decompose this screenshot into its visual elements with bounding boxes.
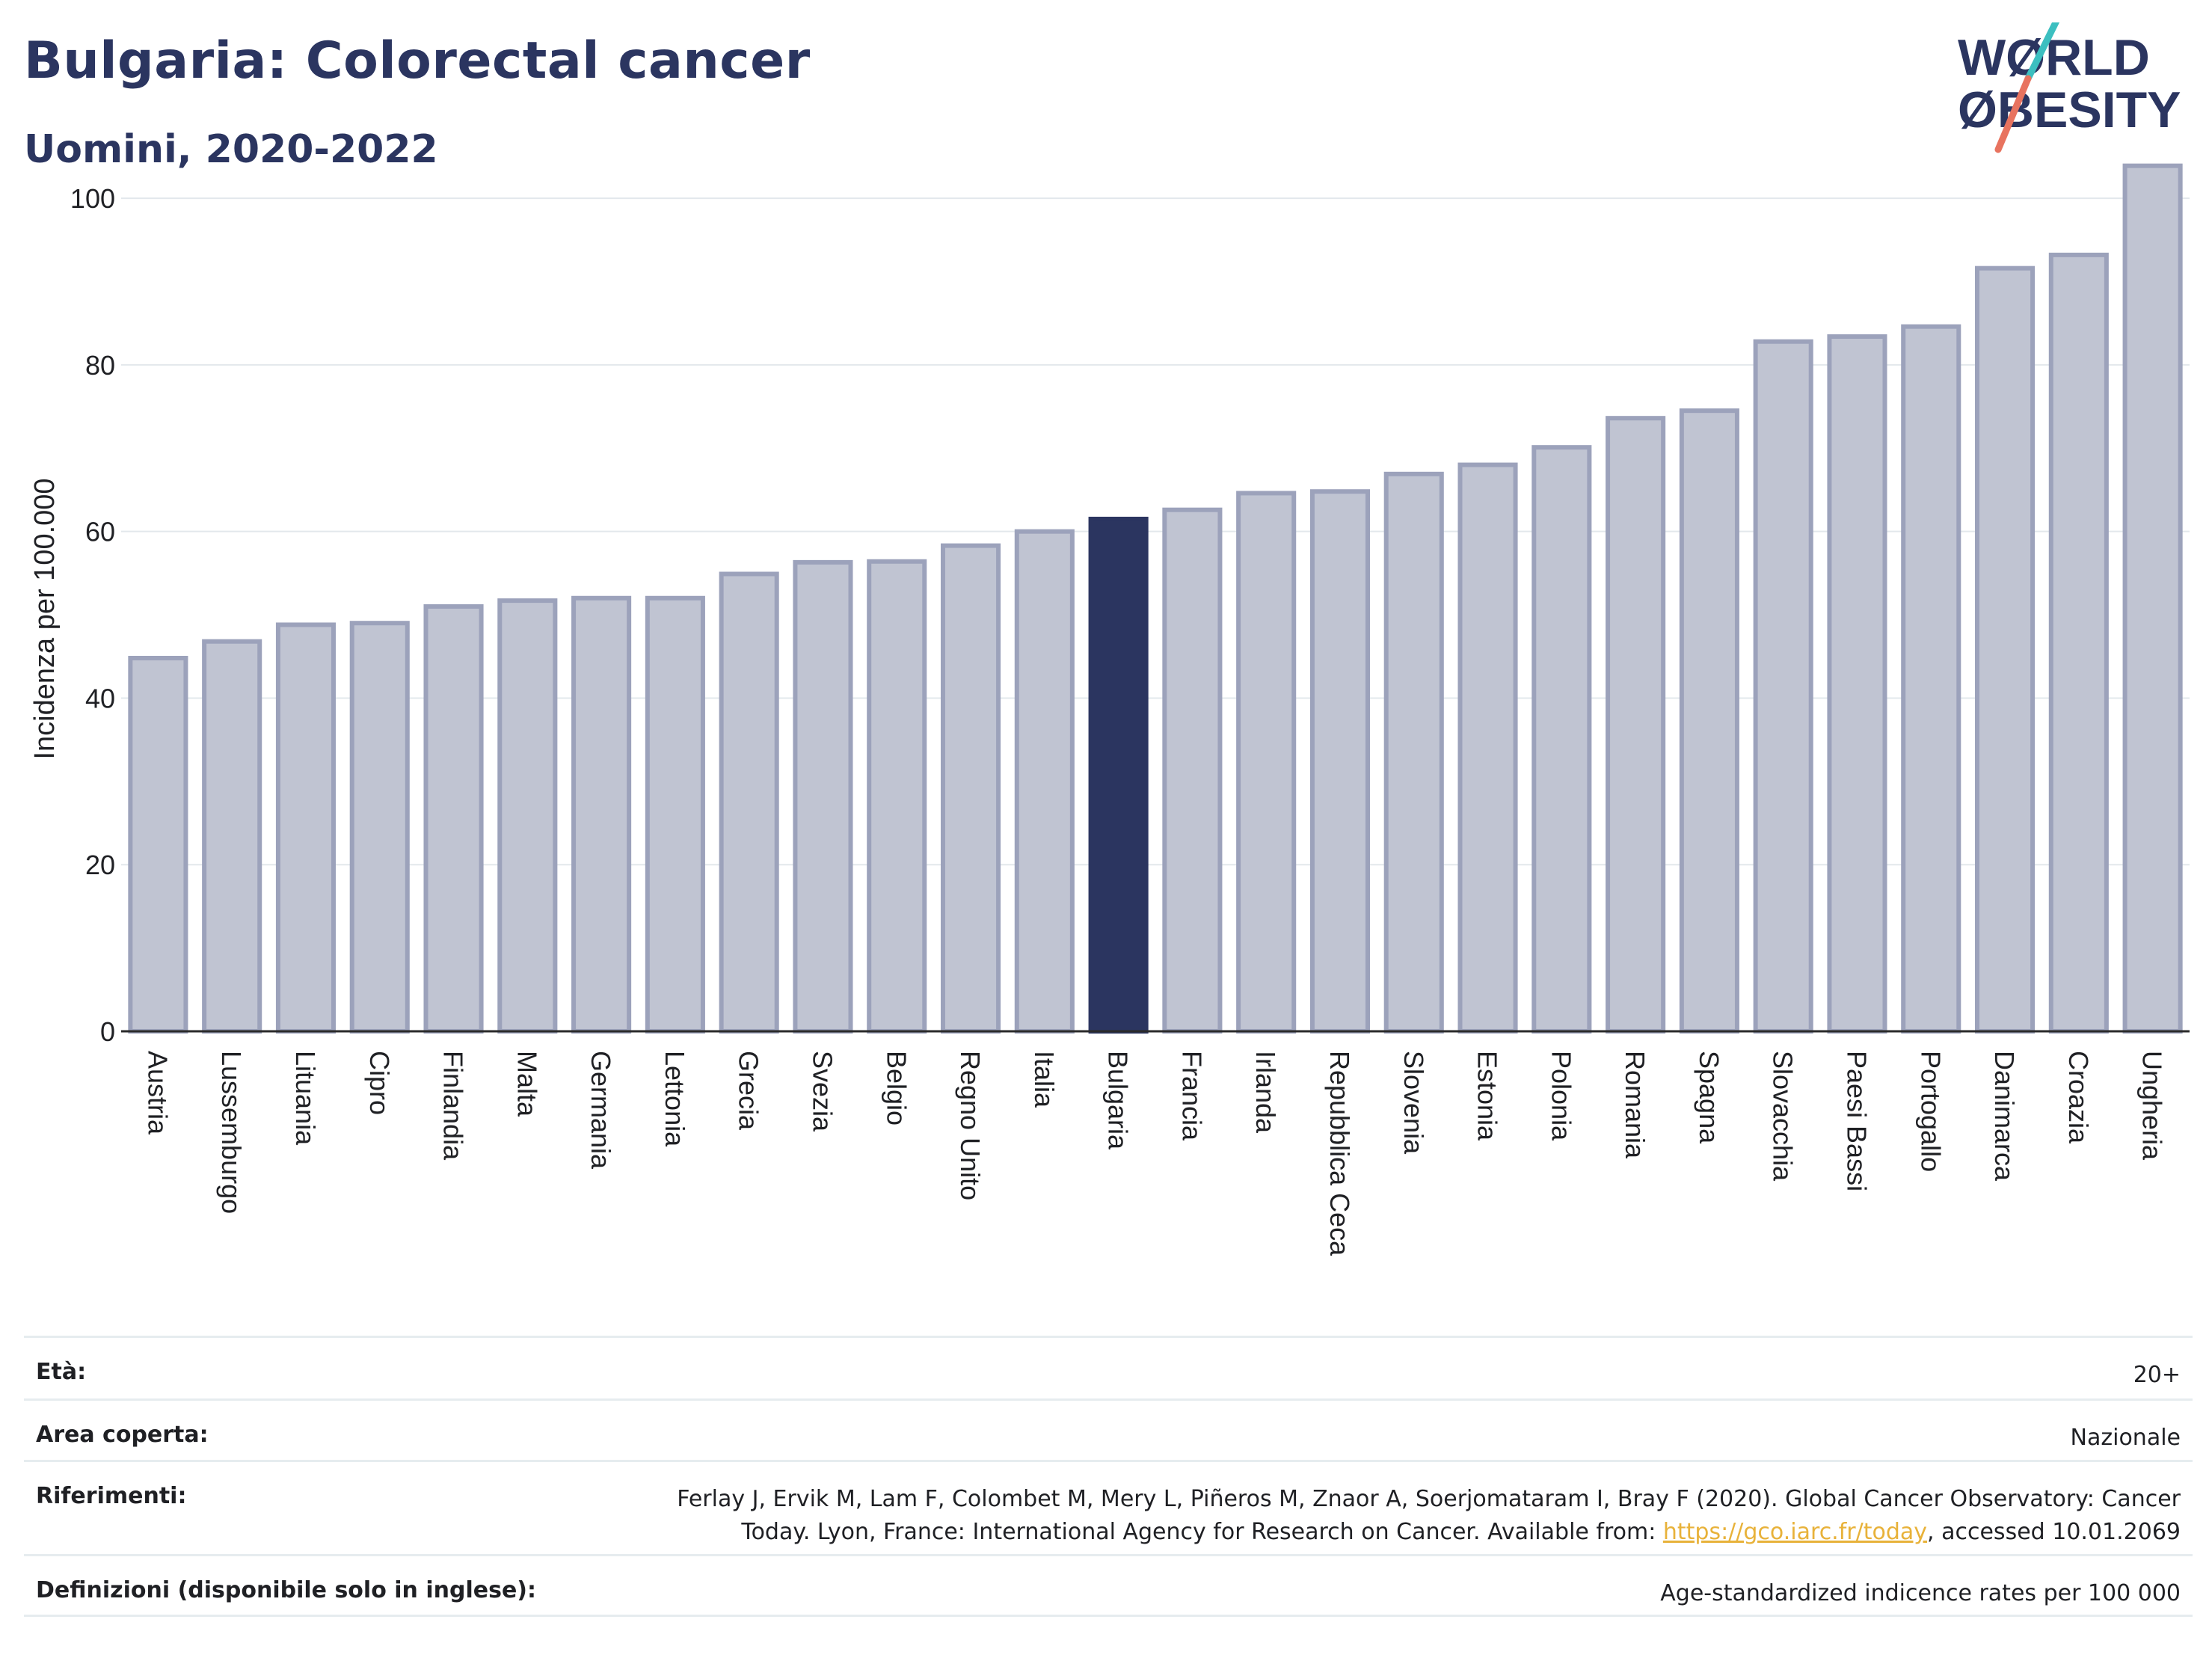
bar-bulgaria: [1088, 516, 1149, 1034]
bar-germania: [571, 595, 632, 1034]
bar-slovacchia: [1753, 339, 1813, 1034]
y-tick-label: 40: [85, 683, 115, 713]
bar-irlanda: [1236, 491, 1297, 1034]
y-tick-label: 20: [85, 850, 115, 880]
info-label-age: Età:: [36, 1359, 87, 1385]
y-tick-label: 100: [70, 183, 115, 214]
y-tick-label: 80: [85, 350, 115, 381]
references-link[interactable]: https://gco.iarc.fr/today: [1662, 1519, 1928, 1545]
x-tick-label: Grecia: [734, 1051, 764, 1131]
info-value-area: Nazionale: [2070, 1425, 2181, 1451]
bar-regno-unito: [940, 543, 1001, 1034]
bar-francia: [1162, 507, 1223, 1034]
x-tick-label: Repubblica Ceca: [1324, 1051, 1355, 1256]
bar-romania: [1606, 416, 1666, 1034]
bar-ungheria: [2122, 163, 2183, 1034]
info-table: Età: 20+ Area coperta: Nazionale Riferim…: [24, 1336, 2193, 1617]
bar-italia: [1014, 529, 1075, 1034]
bar-estonia: [1457, 462, 1518, 1034]
x-tick-label: Slovacchia: [1768, 1051, 1798, 1182]
bar-lettonia: [645, 595, 705, 1034]
info-value-definitions: Age-standardized indicence rates per 100…: [1660, 1580, 2181, 1606]
x-tick-label: Svezia: [807, 1051, 838, 1132]
x-tick-label: Romania: [1620, 1051, 1650, 1159]
bar-polonia: [1531, 445, 1592, 1034]
x-tick-label: Bulgaria: [1103, 1051, 1134, 1150]
bar-belgio: [867, 559, 927, 1034]
x-tick-label: Danimarca: [1989, 1051, 2020, 1182]
x-tick-label: Slovenia: [1398, 1051, 1429, 1155]
y-tick-label: 0: [100, 1016, 115, 1047]
references-line-1: Ferlay J, Ervik M, Lam F, Colombet M, Me…: [677, 1486, 2181, 1512]
x-tick-label: Cipro: [364, 1051, 395, 1115]
x-tick-labels: Austria Lussemburgo Lituania Cipro Finlandia…: [142, 1051, 2167, 1256]
bar-danimarca: [1974, 265, 2036, 1034]
x-tick-label: Estonia: [1472, 1051, 1503, 1141]
y-axis-label: Incidenza per 100.000: [29, 478, 61, 759]
bar-chart: 0 20 40 60 80 100 Austria Lussemburgo Lituania C…: [29, 163, 2190, 1256]
info-label-area: Area coperta:: [36, 1422, 209, 1448]
bar-grecia: [719, 571, 779, 1034]
info-value-references: Ferlay J, Ervik M, Lam F, Colombet M, Me…: [677, 1483, 2181, 1549]
bar-repubblica-ceca: [1309, 489, 1371, 1034]
info-row-age: Età: 20+: [24, 1336, 2193, 1398]
x-tick-label: Austria: [142, 1051, 173, 1135]
info-row-area: Area coperta: Nazionale: [24, 1398, 2193, 1460]
info-label-definitions: Definizioni (disponibile solo in inglese…: [36, 1577, 536, 1603]
x-tick-label: Irlanda: [1250, 1051, 1281, 1134]
info-value-age: 20+: [2133, 1362, 2181, 1388]
x-tick-label: Malta: [511, 1051, 542, 1117]
logo-slash-bottom: [1994, 75, 2032, 153]
info-label-references: Riferimenti:: [36, 1483, 187, 1509]
x-tick-label: Lettonia: [660, 1051, 690, 1147]
logo-slash-top: [2024, 22, 2060, 82]
bars: [128, 163, 2183, 1034]
references-line-2-post: , accessed 10.01.2069: [1927, 1519, 2181, 1545]
world-obesity-logo: WØRLD ØBESITY: [1958, 22, 2181, 153]
logo-line-1: WØRLD: [1958, 29, 2150, 86]
page-subtitle: Uomini, 2020-2022: [24, 127, 438, 172]
y-tick-labels: 0 20 40 60 80 100: [70, 183, 115, 1047]
logo-line-2: ØBESITY: [1958, 82, 2181, 138]
bar-malta: [497, 598, 558, 1034]
x-tick-label: Germania: [586, 1051, 616, 1170]
x-tick-label: Polonia: [1546, 1051, 1576, 1141]
x-tick-label: Lituania: [290, 1051, 321, 1146]
x-tick-label: Lussemburgo: [216, 1051, 247, 1214]
bar-paesi-bassi: [1827, 334, 1887, 1034]
info-row-definitions: Definizioni (disponibile solo in inglese…: [24, 1554, 2193, 1617]
x-tick-label: Ungheria: [2137, 1051, 2168, 1161]
x-tick-label: Francia: [1176, 1051, 1207, 1141]
x-tick-label: Croazia: [2063, 1051, 2094, 1144]
bar-cipro: [349, 621, 410, 1034]
bar-svezia: [793, 559, 853, 1034]
x-tick-label: Portogallo: [1915, 1051, 1946, 1172]
info-row-references: Riferimenti: Ferlay J, Ervik M, Lam F, C…: [24, 1460, 2193, 1554]
bar-slovenia: [1383, 471, 1444, 1034]
bar-austria: [128, 655, 188, 1034]
x-tick-label: Spagna: [1694, 1051, 1724, 1144]
references-line-2: Today. Lyon, France: International Agenc…: [677, 1516, 2181, 1549]
x-tick-label: Paesi Bassi: [1841, 1051, 1872, 1191]
bar-lussemburgo: [202, 639, 262, 1034]
bar-portogallo: [1901, 324, 1961, 1034]
x-tick-label: Regno Unito: [955, 1051, 986, 1200]
bar-croazia: [2048, 252, 2109, 1034]
x-tick-label: Finlandia: [438, 1051, 469, 1161]
bar-lituania: [275, 622, 337, 1034]
y-tick-label: 60: [85, 517, 115, 547]
x-tick-label: Italia: [1029, 1051, 1060, 1108]
bar-spagna: [1679, 408, 1739, 1034]
bar-finlandia: [423, 604, 484, 1034]
references-line-2-pre: Today. Lyon, France: International Agenc…: [741, 1519, 1663, 1545]
page-title: Bulgaria: Colorectal cancer: [24, 31, 811, 90]
x-tick-label: Belgio: [881, 1051, 912, 1126]
